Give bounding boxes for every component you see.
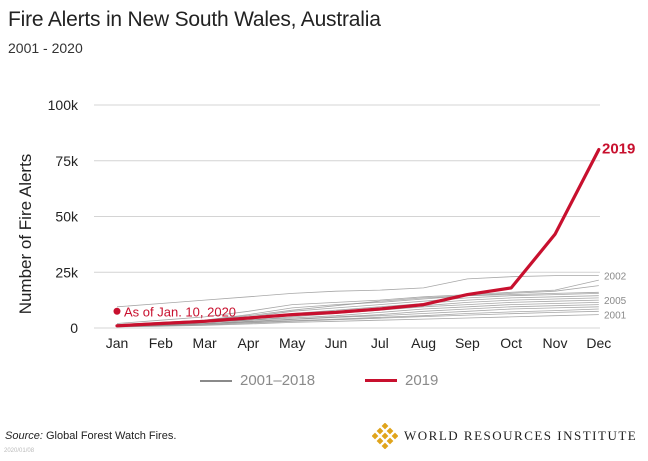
source-text: Global Forest Watch Fires. <box>42 430 177 442</box>
gridlines <box>94 104 600 329</box>
legend-2019-label: 2019 <box>405 372 439 389</box>
end-label-2001: 2001 <box>604 311 627 322</box>
y-tick-label: 100k <box>48 97 79 113</box>
point-2020: As of Jan. 10, 2020 <box>113 304 236 319</box>
wri-logo-diamond <box>381 442 389 449</box>
wri-logo-diamond <box>391 432 398 440</box>
x-tick-label: Aug <box>411 335 436 351</box>
y-tick-label: 0 <box>70 320 78 336</box>
legend-historical-swatch <box>200 379 232 382</box>
series-2019-line <box>115 148 601 328</box>
y-tick-label: 75k <box>55 153 79 169</box>
x-axis-ticks: Jan Feb Mar Apr May Jun Jul Aug Sep Oct Nov Dec <box>106 335 612 351</box>
wri-logo-diamond <box>386 427 394 435</box>
wri-logo-diamond <box>372 432 379 440</box>
date-stamp: 2020/01/08 <box>4 448 35 454</box>
wri-logo-icon <box>372 423 398 449</box>
y-tick-label: 25k <box>55 264 79 280</box>
point-2020-label: As of Jan. 10, 2020 <box>124 304 236 319</box>
legend-2019: 2019 <box>365 372 438 389</box>
x-tick-label: Sep <box>455 335 480 351</box>
legend-2019-swatch <box>365 379 397 382</box>
source-label: Source: <box>5 430 43 442</box>
legend-historical: 2001–2018 <box>200 372 315 389</box>
y-tick-label: 50k <box>55 209 79 225</box>
fire-alerts-line-chart: 0 25k 50k 75k 100k Jan Feb Mar Apr May Jun Jul Aug S… <box>16 97 635 351</box>
x-tick-label: Dec <box>586 335 611 351</box>
wri-logo-diamond <box>376 427 384 435</box>
end-label-2005: 2005 <box>604 296 627 307</box>
wri-logo-diamond <box>376 437 384 445</box>
point-2020-marker <box>113 307 121 315</box>
chart-subtitle: 2001 - 2020 <box>8 40 83 56</box>
wri-logo-diamond <box>386 437 394 445</box>
y-axis-label: Number of Fire Alerts <box>16 154 35 315</box>
chart-title: Fire Alerts in New South Wales, Australi… <box>8 8 381 31</box>
x-tick-label: Oct <box>500 335 522 351</box>
wri-logo-diamond <box>381 423 389 430</box>
x-tick-label: Mar <box>193 335 217 351</box>
historical-line <box>116 279 599 324</box>
end-label-2002: 2002 <box>604 272 627 283</box>
x-tick-label: May <box>279 335 305 351</box>
historical-end-labels: 2002 2005 2001 <box>604 272 627 322</box>
historical-line-2001 <box>116 314 599 328</box>
x-tick-label: Jul <box>371 335 389 351</box>
y-axis-ticks: 0 25k 50k 75k 100k <box>48 97 79 336</box>
wri-logo-diamond <box>381 432 389 440</box>
legend-historical-label: 2001–2018 <box>240 372 316 389</box>
x-tick-label: Nov <box>543 335 568 351</box>
historical-line <box>116 306 599 327</box>
x-tick-label: Feb <box>149 335 173 351</box>
x-tick-label: Jun <box>325 335 348 351</box>
historical-line <box>116 308 599 327</box>
series-2019-end-label: 2019 <box>602 141 635 158</box>
historical-line <box>116 310 599 328</box>
source-note: Source: Global Forest Watch Fires. <box>5 430 176 442</box>
x-tick-label: Jan <box>106 335 129 351</box>
wri-org-name: WORLD RESOURCES INSTITUTE <box>404 428 638 443</box>
series-2019: 2019 <box>115 141 635 328</box>
wri-logo: WORLD RESOURCES INSTITUTE <box>372 423 637 449</box>
x-tick-label: Apr <box>238 335 260 351</box>
